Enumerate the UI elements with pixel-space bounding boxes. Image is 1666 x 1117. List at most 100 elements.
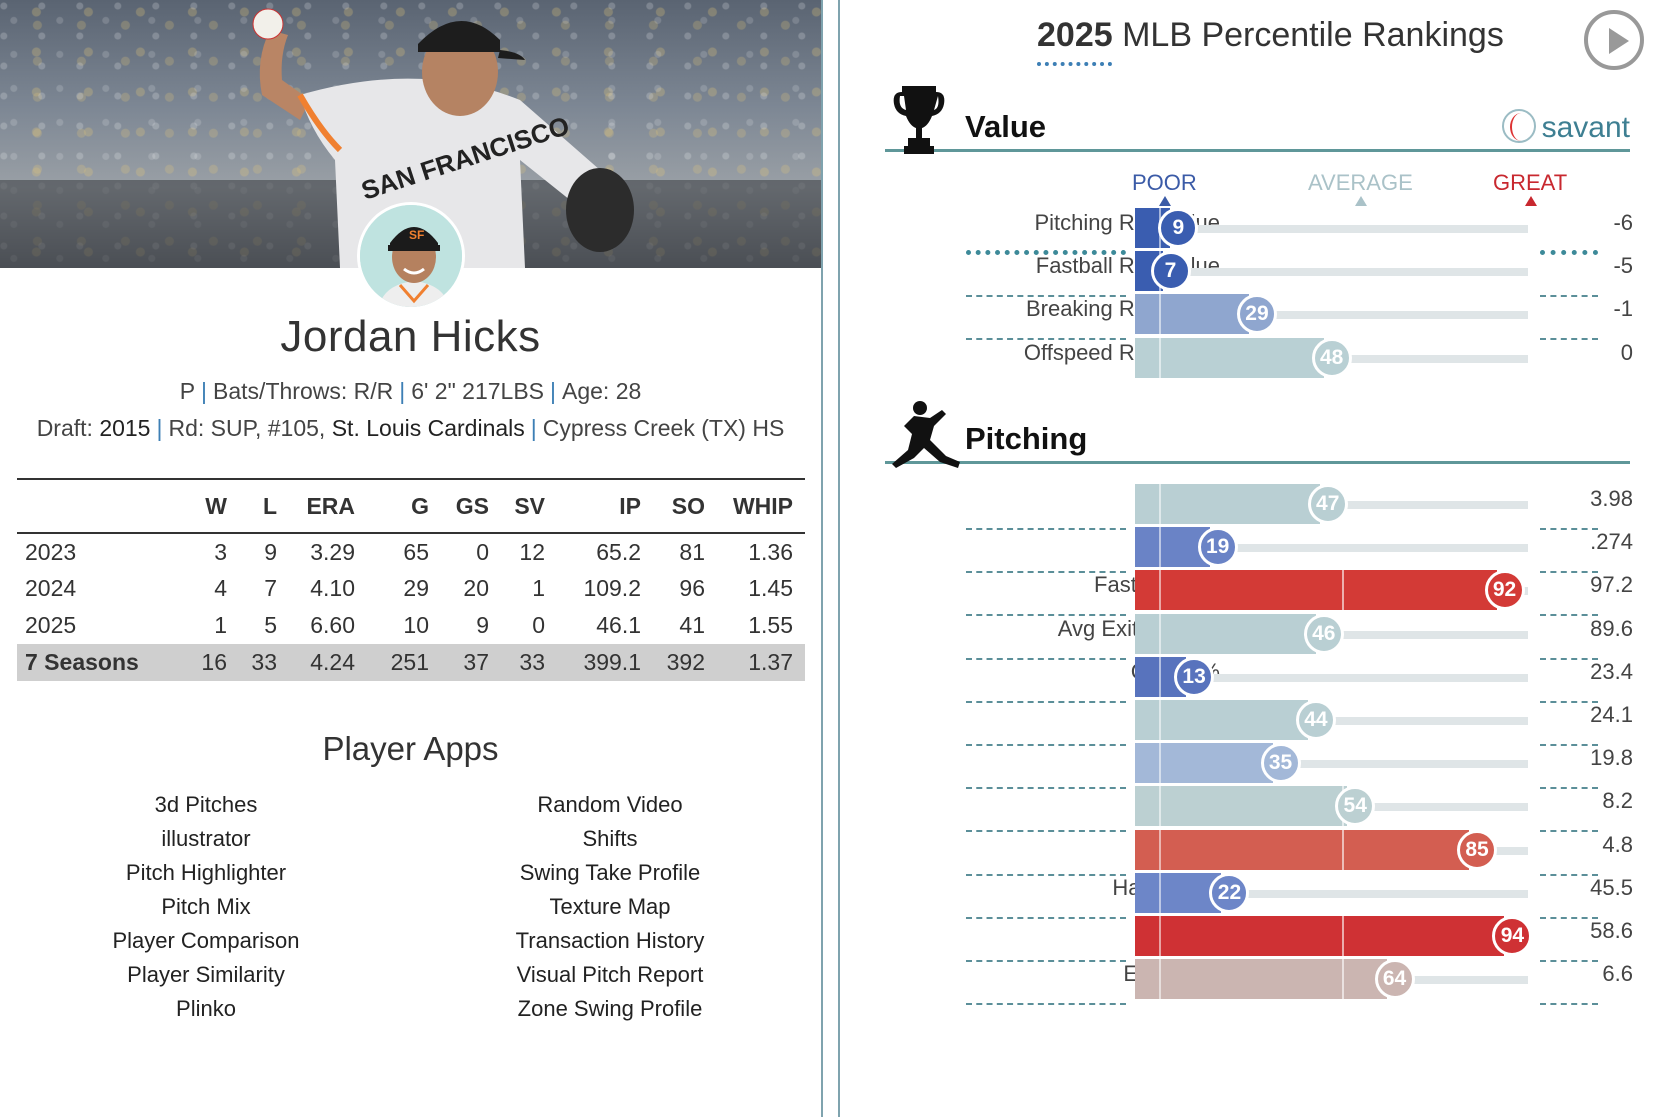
column-header: SO <box>653 478 717 534</box>
stat-cell: 392 <box>653 644 717 681</box>
stat-cell: 96 <box>679 575 705 601</box>
table-row: 2023 3 9 3.29 65 0 12 65.2 81 1.36 <box>17 533 805 570</box>
stat-cell: 0 <box>532 612 545 638</box>
app-link[interactable]: Visual Pitch Report <box>516 962 704 987</box>
row-divider <box>1540 571 1598 574</box>
pitcher-photo-illustration: SAN FRANCISCO <box>0 8 821 268</box>
metric-row[interactable]: BB %548.2 <box>840 782 1666 833</box>
row-divider <box>1540 338 1598 341</box>
draft-line: Draft: 2015 | Rd: SUP, #105, St. Louis Car… <box>36 415 785 441</box>
section-title-pitching: Pitching <box>965 421 1088 456</box>
metric-value: -6 <box>1613 210 1633 235</box>
percentile-bar <box>1135 872 1222 913</box>
column-header: G <box>367 478 441 534</box>
stat-cell: 3.29 <box>310 538 355 565</box>
percentile-bubble: 19 <box>1197 527 1238 568</box>
row-divider <box>1540 1003 1598 1006</box>
percentile-bar <box>1135 570 1497 611</box>
app-link[interactable]: Player Comparison <box>112 928 300 953</box>
app-link[interactable]: 3d Pitches <box>154 792 258 817</box>
metric-row[interactable]: Offspeed Run Value 48 0 <box>840 334 1666 380</box>
column-header: GS <box>441 478 501 534</box>
app-link[interactable]: Pitch Highlighter <box>125 860 287 885</box>
player-apps-title: Player Apps <box>322 730 499 767</box>
percentile-bar <box>1135 959 1387 1000</box>
app-link[interactable]: Player Similarity <box>127 962 285 987</box>
stat-cell: 9 <box>476 612 489 638</box>
height-weight: 6' 2" 217LBS <box>411 378 545 404</box>
percentile-bar <box>1135 527 1210 568</box>
season-cell: 2025 <box>25 612 77 638</box>
player-card: SAN FRANCISCO SF Jordan Hicks P | Bats/Thr… <box>0 0 823 1117</box>
column-header: SV <box>501 478 557 534</box>
app-link[interactable]: Texture Map <box>549 894 671 919</box>
scale-label-great: GREAT <box>1493 170 1567 206</box>
percentile-bar <box>1135 916 1505 956</box>
stat-cell: 0 <box>476 538 489 565</box>
app-link[interactable]: Shifts <box>582 826 638 851</box>
stat-cell: 4.10 <box>310 575 355 601</box>
stat-cell: 1 <box>532 575 545 601</box>
row-divider <box>1540 657 1598 660</box>
row-divider <box>966 1003 1126 1006</box>
apps-list-right: Random Video Shifts Swing Take Profile Text… <box>410 788 810 1026</box>
metric-row[interactable]: xBA19.274 <box>840 523 1666 574</box>
stat-cell: 20 <box>463 575 489 601</box>
app-link[interactable]: Zone Swing Profile <box>517 996 703 1021</box>
table-row: 2024 4 7 4.10 29 20 1 109.2 96 1.45 <box>17 570 805 607</box>
percentile-bubble: 47 <box>1307 484 1348 524</box>
percentile-bar <box>1135 484 1320 524</box>
app-link[interactable]: Transaction History <box>515 928 705 953</box>
metric-row[interactable]: Breaking Run Value 29 -1 <box>840 290 1666 341</box>
metric-row[interactable]: Fastball Velo9297.2 <box>840 566 1666 617</box>
percentile-bubble: 35 <box>1260 743 1301 784</box>
percentile-bar <box>1135 337 1324 378</box>
row-divider <box>966 960 1126 962</box>
draft-team[interactable]: St. Louis Cardinals <box>331 415 525 441</box>
metric-row[interactable]: xERA473.98 <box>840 480 1666 530</box>
rankings-title-year: 2025 <box>1037 16 1113 54</box>
stat-cell: 3 <box>214 538 227 565</box>
panel-divider <box>838 0 840 1117</box>
stat-cell: 251 <box>367 644 441 681</box>
title-underline <box>1037 62 1112 66</box>
row-divider <box>966 744 1126 746</box>
play-button[interactable] <box>1584 10 1644 70</box>
app-link[interactable]: Swing Take Profile <box>519 860 701 885</box>
app-link[interactable]: Plinko <box>176 996 236 1021</box>
metric-value: 8.2 <box>1602 788 1633 814</box>
row-divider <box>966 830 1126 833</box>
column-header <box>17 478 177 534</box>
row-divider <box>1540 830 1598 833</box>
percentile-bubble: 46 <box>1303 613 1344 654</box>
stat-cell: 33 <box>501 644 557 681</box>
row-divider <box>966 873 1126 876</box>
metric-row[interactable]: Fastball Run Value 7 -5 <box>840 247 1666 298</box>
metric-value: 58.6 <box>1590 918 1633 943</box>
draft-year[interactable]: 2015 <box>99 415 151 441</box>
percentile-bar <box>1135 786 1348 827</box>
bio-line: P | Bats/Throws: R/R | 6' 2" 217LBS | Age: 28 <box>179 378 642 404</box>
rankings-title: 2025 MLB Percentile Rankings <box>1037 16 1504 55</box>
app-link[interactable]: illustrator <box>161 826 251 851</box>
pitcher-icon <box>892 401 960 468</box>
metric-row[interactable]: Avg Exit Velocity4689.6 <box>840 610 1666 660</box>
stat-cell: 5 <box>264 612 277 638</box>
percentile-bubble: 48 <box>1311 337 1352 378</box>
row-divider <box>966 338 1126 341</box>
svg-text:SF: SF <box>409 228 424 242</box>
app-link[interactable]: Random Video <box>537 792 683 817</box>
metric-row[interactable]: Barrel %854.8 <box>840 826 1666 876</box>
metric-row[interactable]: Pitching Run Value 9 -6 <box>840 204 1666 255</box>
stats-header-row: W L ERA G GS SV IP SO WHIP <box>17 478 805 534</box>
metric-row[interactable]: Extension646.6 <box>840 955 1666 1006</box>
app-link[interactable]: Pitch Mix <box>161 894 251 919</box>
column-header: L <box>239 478 289 534</box>
percentile-track <box>1135 225 1528 233</box>
savant-logo[interactable]: savant <box>1501 109 1630 145</box>
